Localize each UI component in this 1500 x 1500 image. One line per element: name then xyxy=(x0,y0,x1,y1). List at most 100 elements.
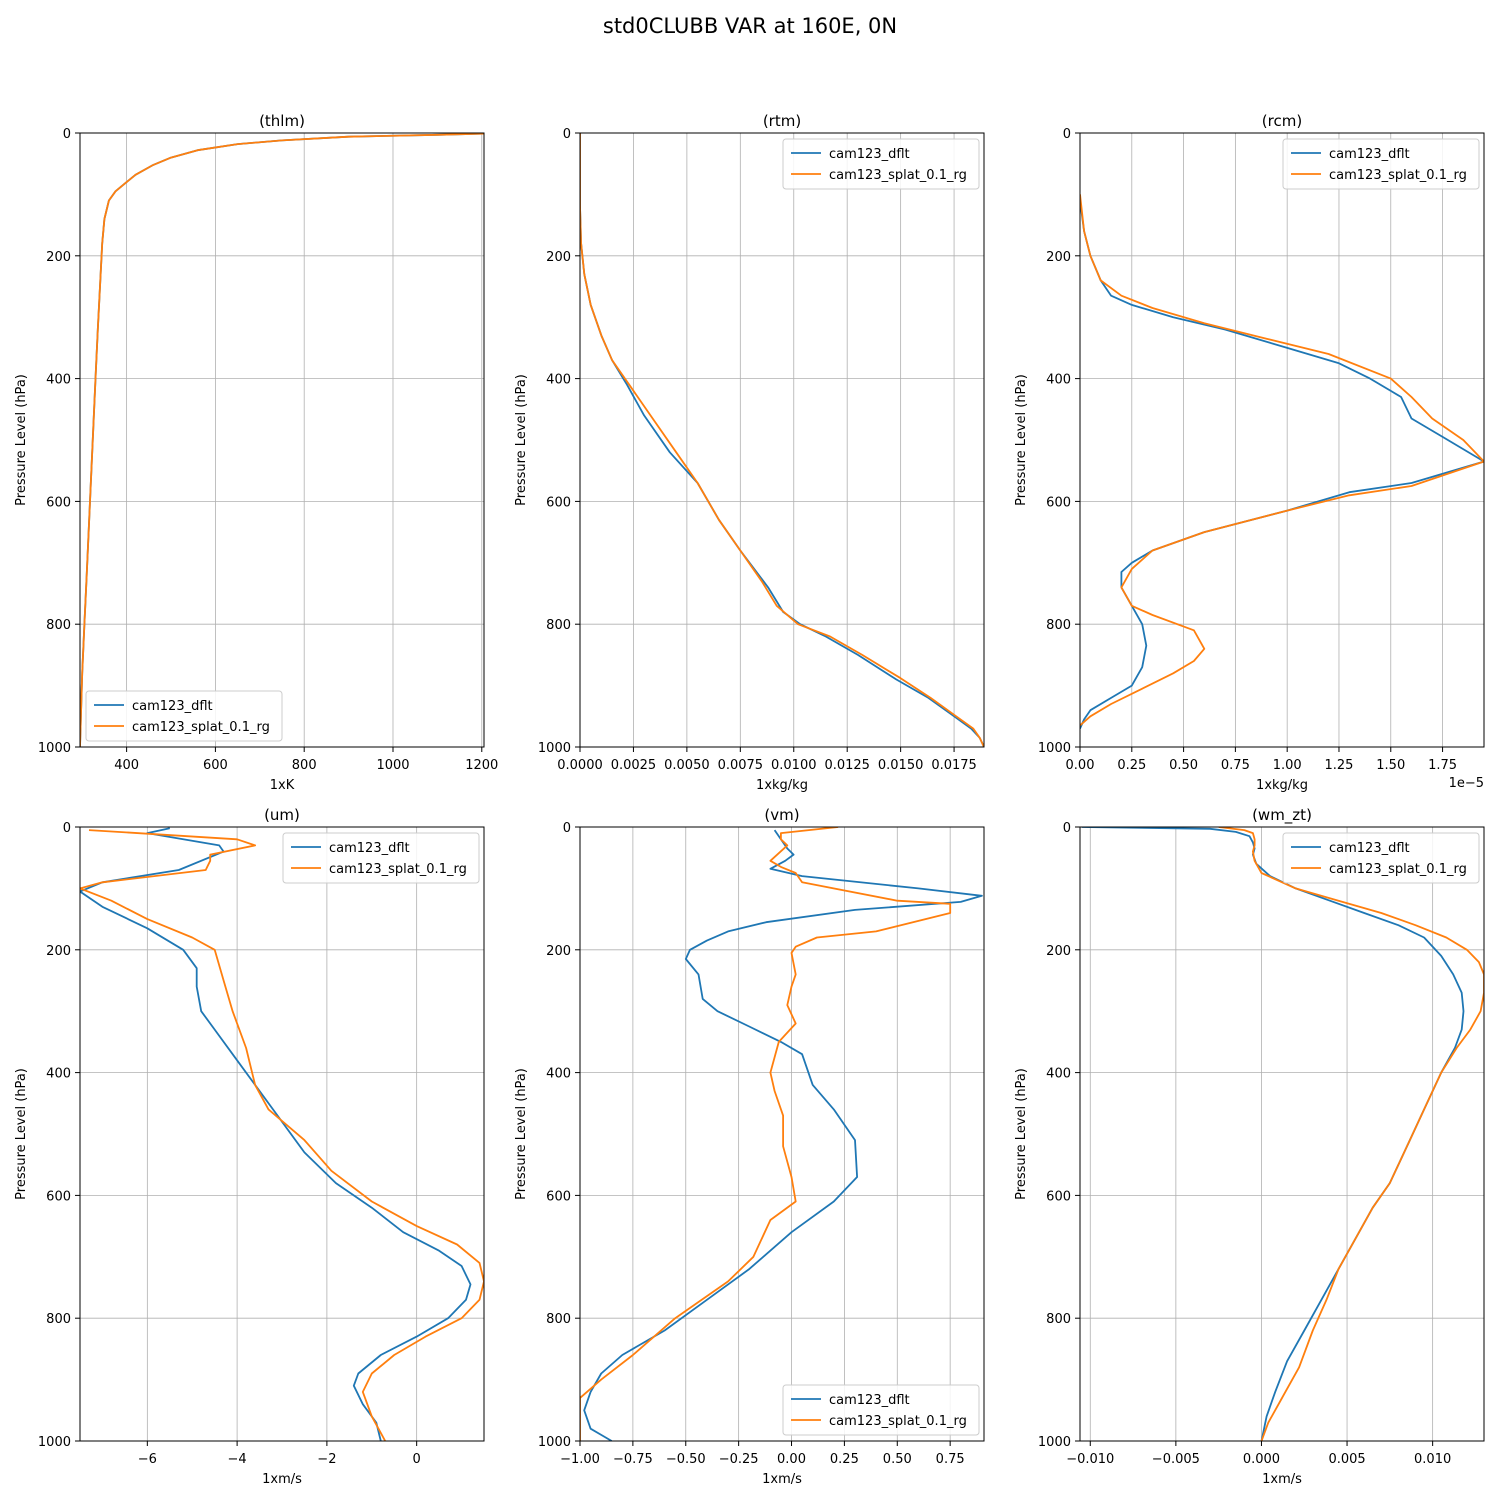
y-tick-label: 0 xyxy=(1063,821,1071,836)
subplot-vm: −1.00 −0.75 −0.50 −0.25 0.00 0.25 0.50 0.75 0 200… xyxy=(514,806,985,1487)
x-tick-label: 0.25 xyxy=(830,1452,859,1467)
legend-label-splat: cam123_splat_0.1_rg xyxy=(132,720,270,735)
x-tick-label: 600 xyxy=(203,758,228,773)
subplot-um: −6 −4 −2 0 0 200 400 600 800 1000 (um) 1xm/s Pressur… xyxy=(14,806,485,1487)
y-tick-label: 800 xyxy=(46,1312,71,1327)
subplot-title: (rcm) xyxy=(1262,112,1302,130)
x-tick-label: 0.50 xyxy=(883,1452,912,1467)
x-tick-label: 0.0100 xyxy=(771,758,817,773)
x-axis-label: 1xm/s xyxy=(1262,1472,1302,1487)
axes-frame xyxy=(1079,826,1485,1442)
legend-box xyxy=(1282,832,1480,884)
x-tick-label: 1200 xyxy=(465,758,498,773)
x-tick-label: 0.005 xyxy=(1328,1452,1365,1467)
y-tick-label: 200 xyxy=(46,250,71,265)
y-axis-label: Pressure Level (hPa) xyxy=(14,1068,29,1200)
y-tick-label: 400 xyxy=(1046,373,1071,388)
x-tick-label: −4 xyxy=(228,1452,247,1467)
y-tick-label: 1000 xyxy=(538,741,571,756)
x-tick-label: 0.0050 xyxy=(664,758,710,773)
subplot-title: (rtm) xyxy=(763,112,801,130)
x-tick-label: 400 xyxy=(114,758,139,773)
legend-label-splat: cam123_splat_0.1_rg xyxy=(329,862,467,877)
y-tick-label: 600 xyxy=(1046,495,1071,510)
y-tick-label: 600 xyxy=(46,495,71,510)
legend: cam123_dflt cam123_splat_0.1_rg xyxy=(1282,138,1480,190)
y-tick-label: 400 xyxy=(46,373,71,388)
y-tick-label: 600 xyxy=(546,1189,571,1204)
legend-label-dflt: cam123_dflt xyxy=(1329,147,1410,162)
x-tick-label: 0.0000 xyxy=(557,758,603,773)
y-tick-label: 1000 xyxy=(1038,741,1071,756)
legend: cam123_dflt cam123_splat_0.1_rg xyxy=(782,138,980,190)
legend-box xyxy=(1282,138,1480,190)
x-offset-text: 1e−5 xyxy=(1449,776,1484,791)
x-axis-label: 1xkg/kg xyxy=(1256,778,1308,793)
y-tick-label: 0 xyxy=(63,821,71,836)
x-tick-label: −0.50 xyxy=(666,1452,706,1467)
legend: cam123_dflt cam123_splat_0.1_rg xyxy=(85,690,283,742)
y-tick-label: 0 xyxy=(63,127,71,142)
series-line-splat xyxy=(80,829,484,1441)
x-tick-label: 0.000 xyxy=(1243,1452,1280,1467)
subplot-rcm: 0.00 0.25 0.50 0.75 1.00 1.25 1.50 1.75 0 200 400 6… xyxy=(1014,112,1485,793)
x-tick-label: −0.25 xyxy=(719,1452,759,1467)
y-tick-label: 200 xyxy=(46,944,71,959)
legend-box xyxy=(782,138,980,190)
x-tick-label: 0.0175 xyxy=(931,758,977,773)
y-axis-label: Pressure Level (hPa) xyxy=(1014,1068,1029,1200)
x-axis-label: 1xm/s xyxy=(762,1472,802,1487)
y-tick-label: 400 xyxy=(46,1067,71,1082)
y-tick-label: 200 xyxy=(546,250,571,265)
legend-label-dflt: cam123_dflt xyxy=(132,699,213,714)
y-tick-label: 800 xyxy=(546,1312,571,1327)
y-tick-label: 400 xyxy=(1046,1067,1071,1082)
y-tick-label: 1000 xyxy=(38,1435,71,1450)
legend-box xyxy=(85,690,283,742)
y-tick-label: 800 xyxy=(1046,618,1071,633)
legend-label-dflt: cam123_dflt xyxy=(329,841,410,856)
subplot-thlm: 400 600 800 1000 1200 0 200 400 600 800 1000 (thlm)… xyxy=(14,112,498,793)
subplot-title: (thlm) xyxy=(259,112,305,130)
x-tick-label: 0.75 xyxy=(936,1452,965,1467)
legend-label-splat: cam123_splat_0.1_rg xyxy=(1329,862,1467,877)
y-tick-label: 600 xyxy=(1046,1189,1071,1204)
axes-frame xyxy=(79,826,485,1442)
axes-frame xyxy=(579,132,985,748)
x-tick-label: 0.00 xyxy=(1066,758,1095,773)
subplot-wm_zt: −0.010 −0.005 0.000 0.005 0.010 0 200 400 600 800… xyxy=(1014,806,1485,1487)
x-tick-label: 1.50 xyxy=(1376,758,1405,773)
y-tick-label: 0 xyxy=(563,821,571,836)
series-line-splat xyxy=(80,133,484,747)
y-tick-label: 200 xyxy=(546,944,571,959)
x-tick-label: 0 xyxy=(413,1452,421,1467)
y-tick-label: 800 xyxy=(1046,1312,1071,1327)
y-tick-label: 400 xyxy=(546,1067,571,1082)
x-tick-label: 0.50 xyxy=(1169,758,1198,773)
y-tick-label: 1000 xyxy=(1038,1435,1071,1450)
x-tick-label: 0.0025 xyxy=(611,758,657,773)
y-axis-label: Pressure Level (hPa) xyxy=(514,1068,529,1200)
series-line-splat xyxy=(580,827,952,1441)
x-axis-label: 1xK xyxy=(270,778,295,793)
y-axis-label: Pressure Level (hPa) xyxy=(14,374,29,506)
y-axis-label: Pressure Level (hPa) xyxy=(1014,374,1029,506)
series-line-dflt xyxy=(1080,200,1484,729)
x-tick-label: 1.00 xyxy=(1273,758,1302,773)
legend-box xyxy=(782,1384,980,1436)
x-tick-label: 0.010 xyxy=(1414,1452,1451,1467)
x-tick-label: 0.0075 xyxy=(718,758,764,773)
series-line-dflt xyxy=(1081,827,1465,1441)
series-line-splat xyxy=(580,133,984,747)
subplot-title: (wm_zt) xyxy=(1252,806,1312,825)
series-line-dflt xyxy=(80,133,484,747)
x-tick-label: −0.005 xyxy=(1152,1452,1200,1467)
x-tick-label: −6 xyxy=(138,1452,157,1467)
legend-label-dflt: cam123_dflt xyxy=(829,1393,910,1408)
legend: cam123_dflt cam123_splat_0.1_rg xyxy=(782,1384,980,1436)
x-tick-label: −2 xyxy=(317,1452,336,1467)
legend-label-dflt: cam123_dflt xyxy=(829,147,910,162)
legend-label-splat: cam123_splat_0.1_rg xyxy=(829,1414,967,1429)
y-tick-label: 0 xyxy=(1063,127,1071,142)
x-tick-label: 800 xyxy=(292,758,317,773)
